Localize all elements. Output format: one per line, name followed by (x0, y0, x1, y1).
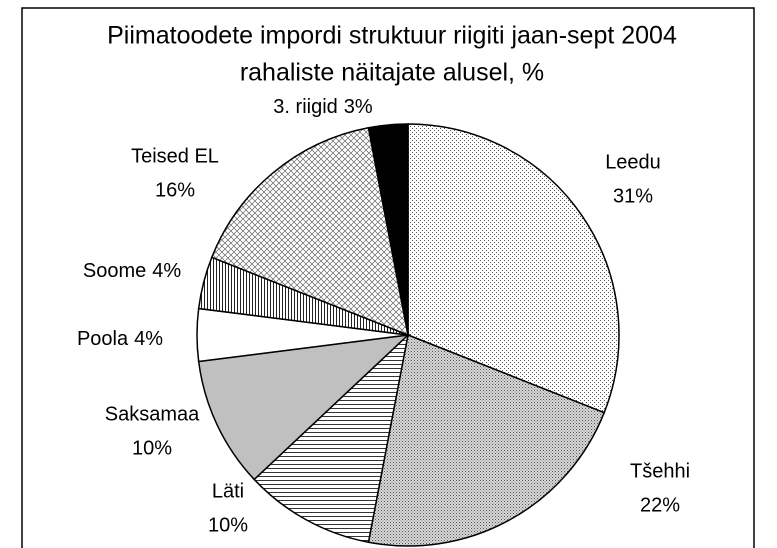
slice-label: Poola 4% (77, 328, 163, 350)
pie-slice (197, 333, 411, 481)
category-label: Tšehhi (630, 460, 690, 482)
category-label: Saksamaa (105, 403, 200, 425)
value-label: 31% (613, 185, 653, 207)
value-label: 22% (640, 494, 680, 516)
value-label: 4% (134, 328, 163, 350)
value-label: 10% (208, 514, 248, 536)
pie-slice (367, 333, 606, 547)
category-label: 3. riigid (273, 96, 337, 118)
pie-slice (210, 126, 409, 337)
pie (196, 123, 620, 547)
chart-title: Piimatoodete impordi struktuur riigiti j… (107, 22, 677, 50)
category-label: Teised EL (131, 145, 219, 167)
value-label: 4% (152, 260, 181, 282)
slice-label: Soome 4% (83, 260, 181, 282)
pie-slice (407, 123, 620, 414)
labels: Leedu 31% Tšehhi 22% Läti 10% Saksamaa 10% Poola… (77, 96, 690, 536)
category-label: Läti (212, 480, 244, 502)
category-label: Leedu (605, 151, 661, 173)
value-label: 3% (344, 96, 373, 118)
pie-slice (253, 332, 410, 544)
value-label: 10% (132, 437, 172, 459)
category-label: Soome (83, 260, 146, 282)
category-label: Poola (77, 328, 129, 350)
slice-label: 3. riigid 3% (273, 96, 373, 118)
chart-subtitle: rahaliste näitajate alusel, % (240, 59, 544, 87)
value-label: 16% (155, 179, 195, 201)
pie-slice (367, 123, 409, 336)
